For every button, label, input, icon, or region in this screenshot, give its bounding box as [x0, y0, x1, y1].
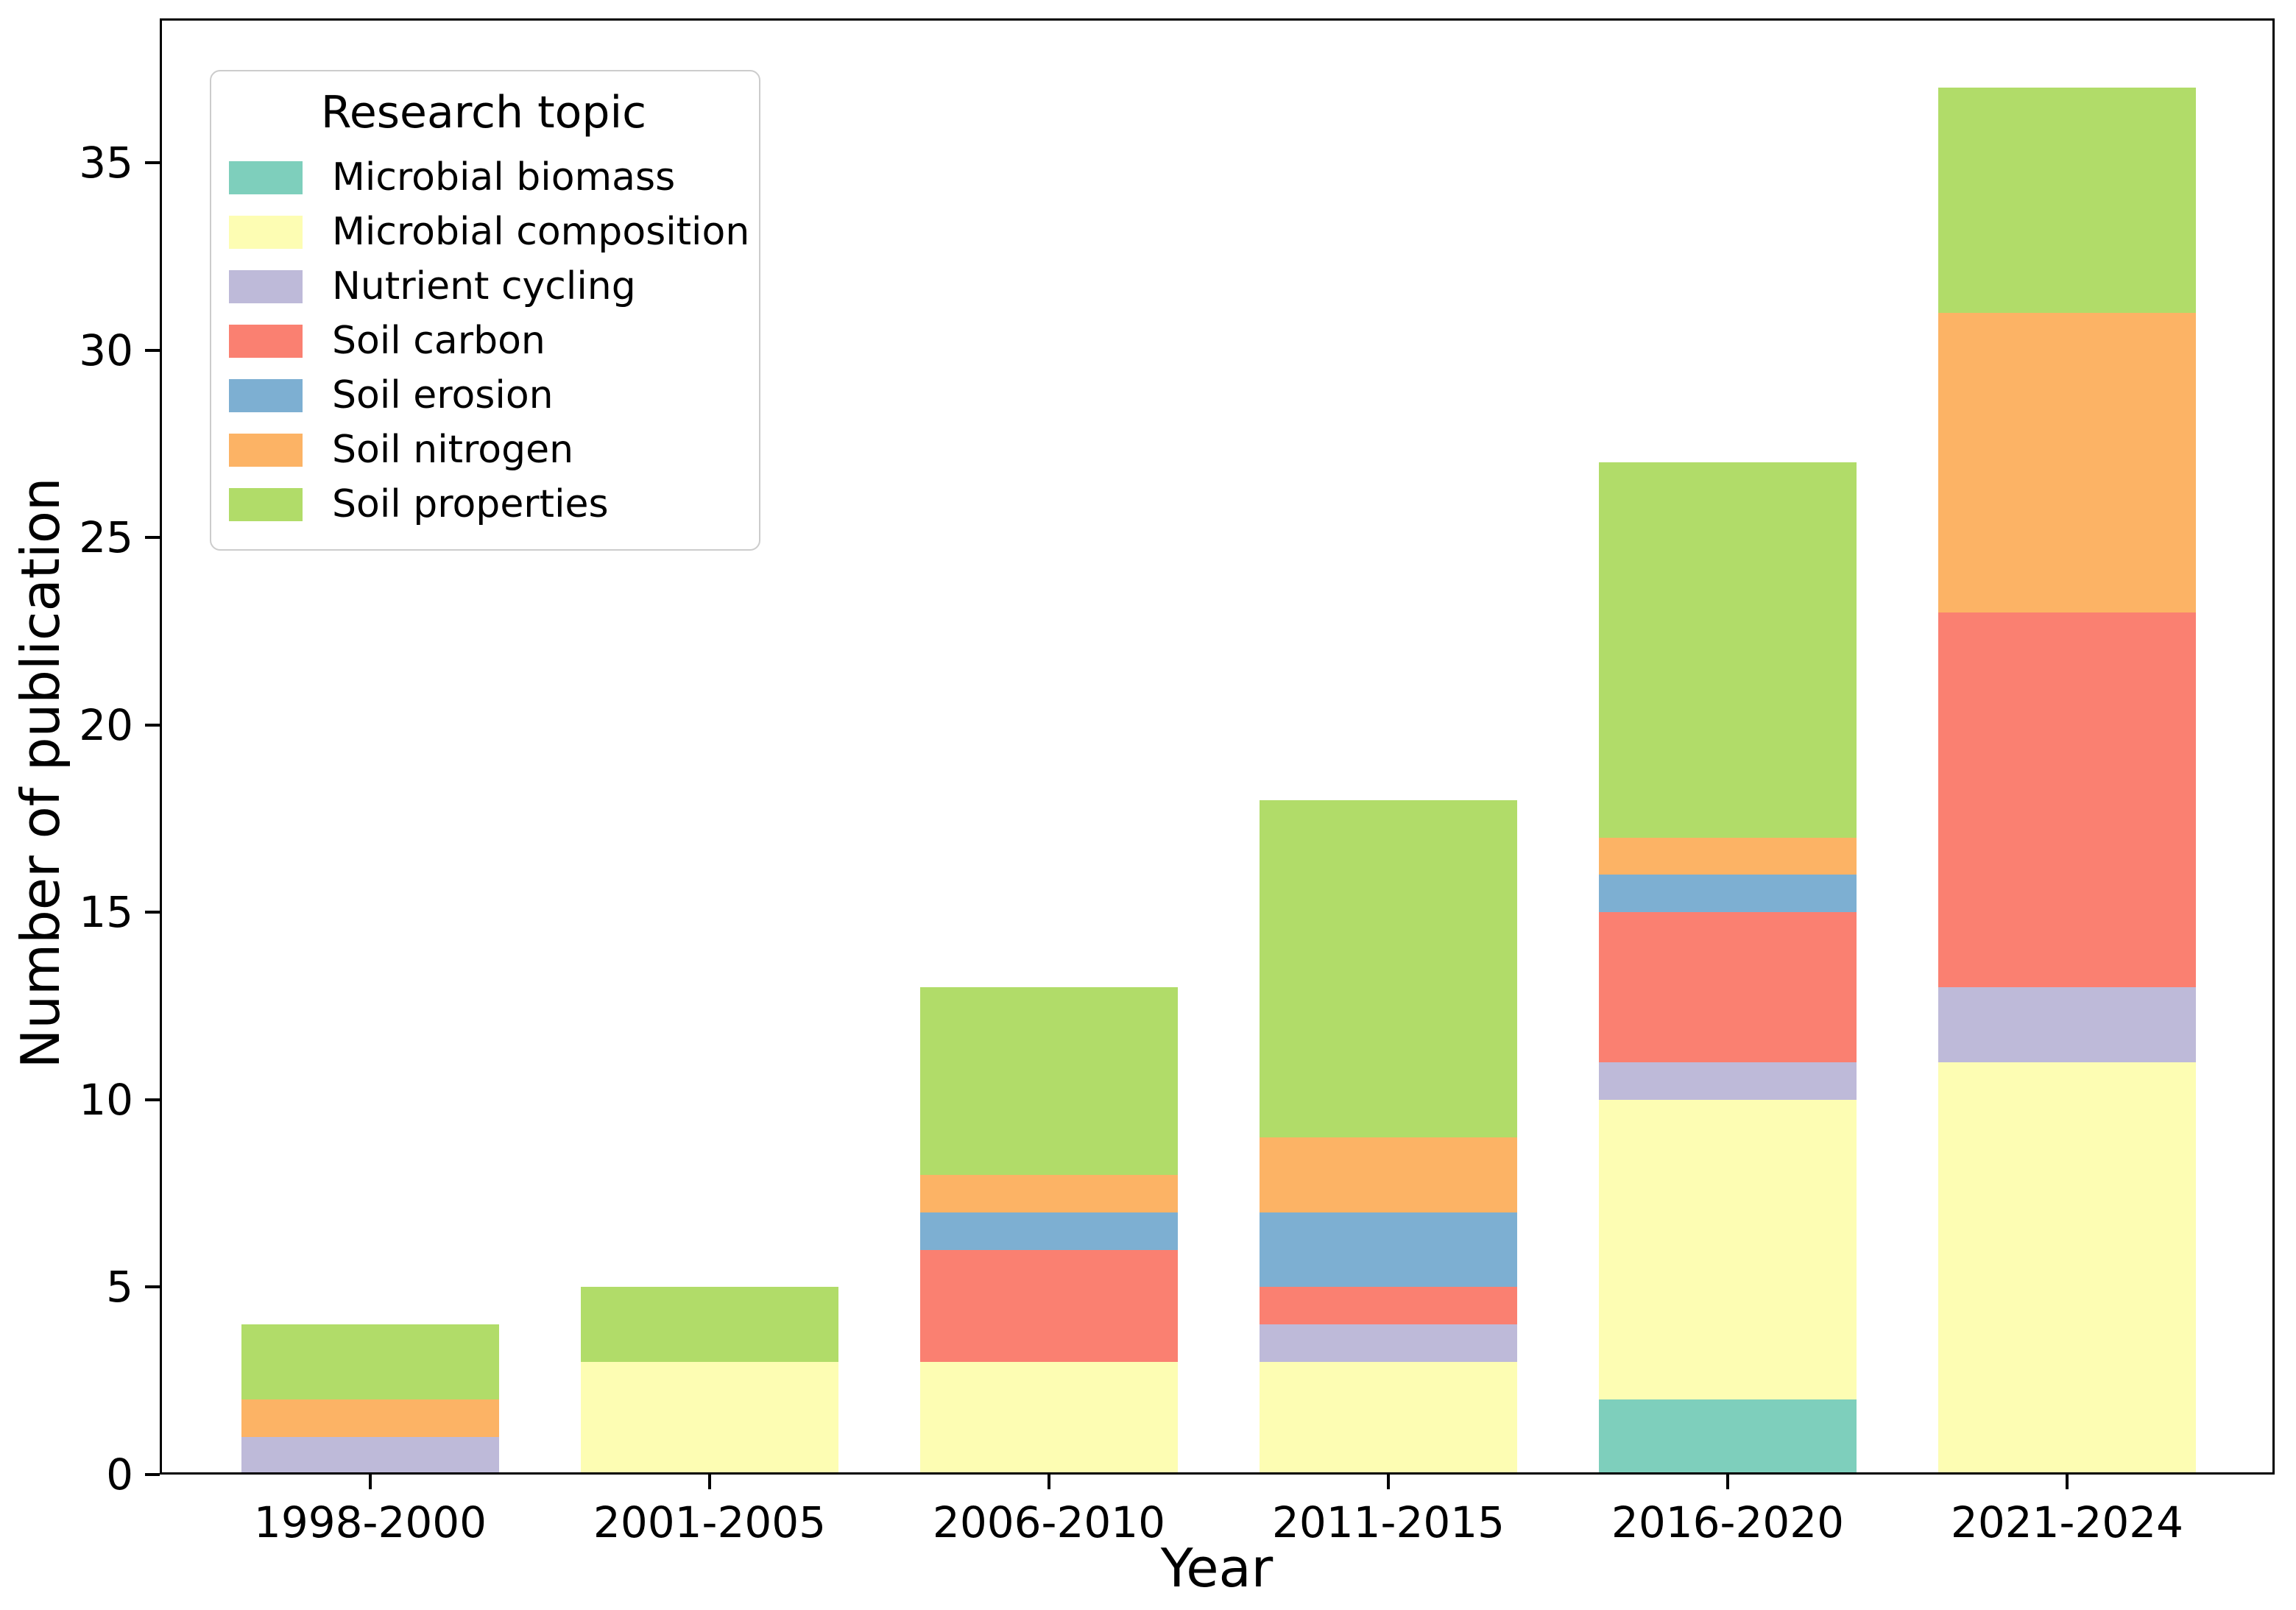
bar-segment — [920, 1249, 1178, 1363]
y-axis-label: Number of publication — [10, 477, 71, 1069]
x-axis-tick-label: 2001-2005 — [593, 1497, 827, 1547]
y-axis-tick-label: 10 — [79, 1074, 133, 1125]
x-axis-tick — [2066, 1475, 2069, 1489]
bar-segment — [1938, 1062, 2196, 1475]
bar-group — [1938, 88, 2196, 1475]
y-axis-tick-label: 20 — [79, 699, 133, 750]
legend-item-label: Microbial biomass — [332, 155, 676, 200]
legend-swatch — [229, 324, 303, 358]
bar-segment — [1260, 1137, 1517, 1212]
bar-segment — [1938, 88, 2196, 313]
legend-item: Nutrient cycling — [229, 259, 738, 314]
bar-group — [241, 1324, 499, 1475]
bar-segment — [920, 1174, 1178, 1212]
x-axis-tick-label: 1998-2000 — [253, 1497, 487, 1547]
legend-swatch — [229, 378, 303, 412]
legend-item: Soil nitrogen — [229, 423, 738, 477]
bar-segment — [581, 1362, 838, 1475]
legend-item-label: Nutrient cycling — [332, 264, 636, 308]
bar-segment — [1599, 1062, 1857, 1100]
x-axis-tick — [708, 1475, 711, 1489]
x-axis-label: Year — [1160, 1537, 1274, 1599]
bar-segment — [1938, 312, 2196, 613]
x-axis-tick — [1726, 1475, 1729, 1489]
bar-group — [581, 1287, 838, 1475]
legend-swatch — [229, 215, 303, 249]
bar-segment — [1599, 912, 1857, 1062]
y-axis-tick-label: 25 — [79, 512, 133, 563]
bar-segment — [1260, 1324, 1517, 1363]
legend-swatch — [229, 160, 303, 194]
bar-segment — [920, 1212, 1178, 1250]
bar-segment — [241, 1324, 499, 1400]
x-axis-tick — [1387, 1475, 1390, 1489]
legend-item: Microbial biomass — [229, 150, 738, 205]
y-axis-tick — [145, 1098, 160, 1101]
y-axis-tick — [145, 536, 160, 540]
y-axis-tick-label: 35 — [79, 138, 133, 188]
bar-segment — [241, 1399, 499, 1438]
legend-items: Microbial biomass Microbial composition Nu… — [229, 150, 749, 532]
y-axis-tick — [145, 348, 160, 352]
legend-item: Soil properties — [229, 477, 738, 532]
y-axis-tick-label: 5 — [106, 1262, 133, 1313]
legend-swatch — [229, 433, 303, 467]
y-axis-tick-label: 30 — [79, 325, 133, 375]
x-axis-tick — [369, 1475, 372, 1489]
bar-segment — [1938, 987, 2196, 1062]
legend-item: Soil carbon — [229, 314, 738, 368]
x-axis-tick-label: 2011-2015 — [1271, 1497, 1505, 1547]
bar-segment — [1599, 837, 1857, 875]
x-axis-tick-label: 2021-2024 — [1950, 1497, 2184, 1547]
bar-segment — [920, 987, 1178, 1175]
legend-item-label: Microbial composition — [332, 210, 750, 254]
legend-title: Research topic — [320, 87, 647, 138]
y-axis-tick — [145, 161, 160, 165]
bar-group — [1599, 462, 1857, 1475]
y-axis-tick — [145, 911, 160, 914]
bar-segment — [1260, 1212, 1517, 1288]
legend-item-label: Soil erosion — [332, 373, 554, 417]
y-axis-tick — [145, 723, 160, 727]
x-axis-tick-label: 2006-2010 — [932, 1497, 1166, 1547]
bar-segment — [1260, 799, 1517, 1137]
bar-segment — [1599, 462, 1857, 838]
bar-group — [920, 987, 1178, 1475]
bar-segment — [581, 1287, 838, 1363]
legend-item-label: Soil properties — [332, 482, 609, 526]
bar-segment — [1938, 612, 2196, 988]
legend-swatch — [229, 269, 303, 303]
legend-swatch — [229, 487, 303, 521]
legend-item: Microbial composition — [229, 205, 749, 259]
bar-segment — [1599, 1099, 1857, 1400]
bar-segment — [920, 1362, 1178, 1475]
bar-segment — [1599, 1399, 1857, 1475]
bar-group — [1260, 799, 1517, 1475]
bar-segment — [1260, 1362, 1517, 1475]
y-axis-tick — [145, 1285, 160, 1289]
x-axis-tick — [1048, 1475, 1050, 1489]
y-axis-tick-label: 15 — [79, 887, 133, 938]
x-axis-tick-label: 2016-2020 — [1611, 1497, 1845, 1547]
bar-segment — [241, 1437, 499, 1475]
plot-area — [160, 18, 2275, 1475]
legend-item: Soil erosion — [229, 368, 738, 423]
bar-segment — [1599, 875, 1857, 913]
bar-segment — [1260, 1287, 1517, 1325]
y-axis-tick — [145, 1473, 160, 1476]
legend-item-label: Soil nitrogen — [332, 428, 574, 472]
y-axis-tick-label: 0 — [106, 1450, 133, 1500]
legend-item-label: Soil carbon — [332, 319, 545, 363]
legend: Research topic Microbial biomass Microbia… — [210, 70, 760, 551]
